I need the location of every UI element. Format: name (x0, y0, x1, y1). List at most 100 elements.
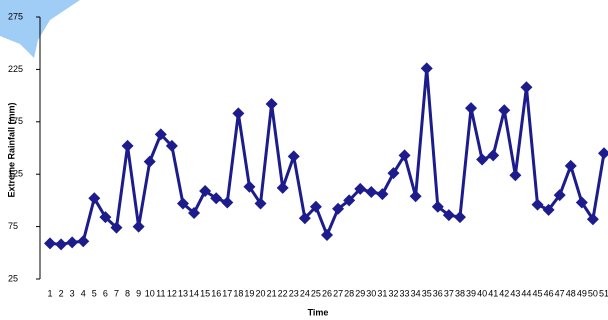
x-tick-label: 16 (211, 288, 221, 298)
marker (442, 209, 455, 222)
marker (176, 197, 189, 210)
marker (132, 220, 145, 233)
marker (221, 196, 234, 209)
x-tick-label: 11 (156, 288, 165, 298)
x-tick-label: 44 (521, 288, 531, 298)
x-tick-label: 10 (145, 288, 155, 298)
marker (598, 147, 608, 160)
marker (298, 212, 311, 225)
x-tick-label: 49 (577, 288, 587, 298)
x-tick-label: 32 (388, 288, 398, 298)
y-tick-label: 225 (8, 64, 23, 74)
marker (321, 228, 333, 241)
x-tick-label: 15 (200, 288, 210, 298)
x-tick-label: 40 (477, 288, 487, 298)
marker (154, 128, 167, 141)
marker (188, 206, 201, 219)
x-tick-label: 6 (103, 288, 108, 298)
marker (387, 167, 400, 180)
marker (365, 186, 378, 199)
marker (121, 139, 134, 152)
marker (420, 62, 433, 75)
x-tick-label: 26 (322, 288, 332, 298)
marker (476, 153, 489, 166)
marker (210, 192, 223, 205)
marker (55, 238, 68, 251)
marker (431, 200, 444, 213)
marker (564, 159, 577, 172)
x-tick-label: 35 (422, 288, 432, 298)
x-tick-label: 14 (189, 288, 199, 298)
y-tick-label: 175 (8, 116, 23, 126)
x-tick-label: 3 (70, 288, 75, 298)
marker (498, 104, 511, 117)
x-tick-label: 47 (555, 288, 565, 298)
marker (354, 182, 367, 195)
marker (531, 198, 544, 211)
x-tick-label: 23 (289, 288, 299, 298)
marker (553, 189, 566, 202)
x-tick-label: 41 (488, 288, 498, 298)
x-tick-label: 20 (256, 288, 266, 298)
x-tick-label: 21 (267, 288, 277, 298)
marker (165, 139, 178, 152)
marker (276, 181, 289, 194)
marker (487, 149, 500, 162)
marker (287, 150, 300, 163)
y-axis-label: Extreme Rainfall (mm) (6, 102, 16, 197)
marker (398, 149, 411, 162)
x-tick-label: 31 (377, 288, 387, 298)
x-tick-label: 38 (455, 288, 465, 298)
marker (44, 237, 56, 250)
x-tick-label: 33 (400, 288, 410, 298)
x-tick-label: 19 (244, 288, 254, 298)
x-tick-label: 43 (510, 288, 520, 298)
marker (110, 221, 123, 234)
y-tick-label: 125 (8, 169, 23, 179)
x-tick-label: 4 (81, 288, 86, 298)
marker (265, 97, 278, 110)
y-tick-label: 75 (8, 221, 18, 231)
marker (376, 188, 389, 201)
marker (309, 200, 322, 213)
x-tick-label: 18 (233, 288, 243, 298)
x-tick-label: 39 (466, 288, 476, 298)
marker (509, 169, 522, 182)
x-tick-label: 1 (47, 288, 52, 298)
x-tick-label: 48 (566, 288, 576, 298)
marker (99, 211, 112, 224)
marker (586, 213, 599, 226)
x-tick-label: 2 (59, 288, 64, 298)
marker (465, 102, 478, 115)
x-tick-label: 36 (433, 288, 443, 298)
marker (542, 203, 555, 216)
x-tick-label: 42 (499, 288, 509, 298)
marker (409, 190, 422, 203)
marker (343, 194, 356, 207)
x-tick-label: 17 (222, 288, 232, 298)
marker (243, 180, 256, 193)
x-tick-label: 50 (588, 288, 598, 298)
x-tick-label: 30 (366, 288, 376, 298)
x-tick-label: 12 (167, 288, 177, 298)
x-tick-label: 51 (599, 288, 608, 298)
marker (232, 107, 245, 120)
x-tick-label: 7 (114, 288, 119, 298)
x-tick-label: 9 (136, 288, 141, 298)
x-tick-label: 8 (125, 288, 130, 298)
x-tick-label: 24 (300, 288, 310, 298)
x-tick-label: 28 (344, 288, 354, 298)
y-tick-label: 275 (8, 11, 23, 21)
marker (453, 211, 466, 224)
line (49, 66, 606, 246)
marker (520, 81, 533, 94)
x-axis-label: Time (308, 307, 329, 317)
marker (66, 236, 79, 249)
y-tick-label: 25 (8, 273, 18, 283)
x-tick-label: 13 (178, 288, 188, 298)
x-tick-label: 25 (311, 288, 321, 298)
x-tick-label: 46 (544, 288, 554, 298)
x-tick-label: 22 (278, 288, 288, 298)
marker (332, 202, 345, 215)
